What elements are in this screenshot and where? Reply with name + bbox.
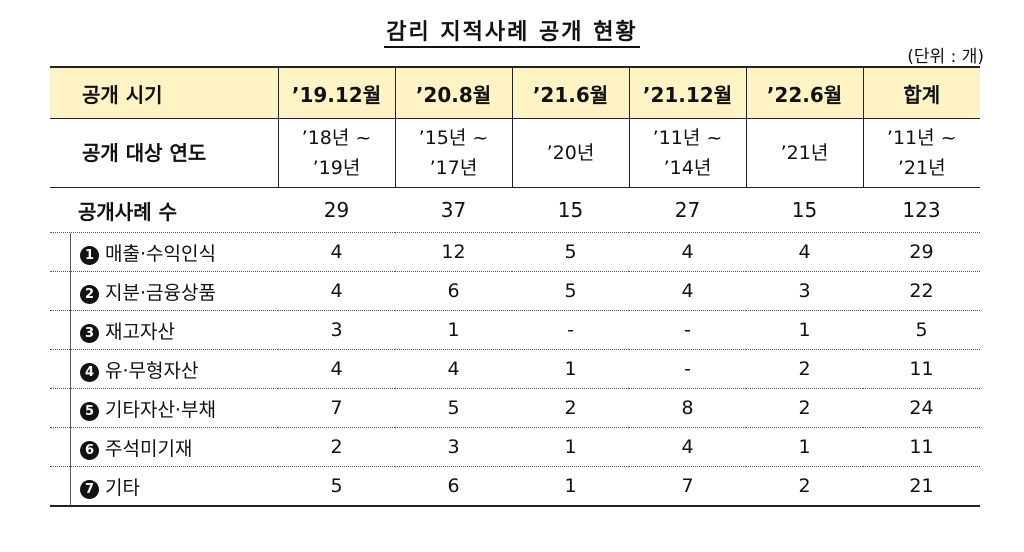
category-text: 재고자산 — [105, 320, 175, 343]
value-cell: 1 — [512, 466, 629, 507]
count-cell: 27 — [629, 187, 746, 233]
numbered-circle-icon: 1 — [80, 245, 99, 265]
value-cell: 7 — [629, 466, 746, 507]
value-cell: 4 — [395, 349, 512, 389]
value-cell: 5 — [278, 466, 395, 507]
value-cell: 22 — [863, 271, 980, 311]
numbered-circle-icon: 7 — [80, 479, 99, 499]
count-cell: 123 — [863, 187, 980, 233]
value-cell: 2 — [746, 466, 863, 507]
count-row: 공개사례 수 29 37 15 27 15 123 — [50, 187, 980, 233]
count-cell: 15 — [746, 187, 863, 233]
count-cell: 37 — [395, 187, 512, 233]
value-cell: 1 — [746, 310, 863, 350]
disclosure-table: 공개 시기 ’19.12월 ’20.8월 ’21.6월 ’21.12월 ’22.… — [50, 66, 980, 507]
table-row: 5 기타자산·부채 7 5 2 8 2 24 — [50, 388, 980, 428]
category-label: 7 기타 — [50, 466, 278, 507]
value-cell: 4 — [629, 427, 746, 467]
value-cell: 2 — [746, 388, 863, 428]
table-row: 7 기타 5 6 1 7 2 21 — [50, 466, 980, 507]
value-cell: 3 — [278, 310, 395, 350]
value-cell: 1 — [512, 349, 629, 389]
category-label: 5 기타자산·부채 — [50, 388, 278, 428]
value-cell: 11 — [863, 349, 980, 389]
numbered-circle-icon: 5 — [80, 401, 99, 421]
year-cell: ’11년 ~ ’21년 — [862, 118, 980, 188]
value-cell: 21 — [863, 466, 980, 507]
year-cell: ’15년 ~ ’17년 — [394, 118, 512, 188]
category-text: 지분·금융상품 — [105, 281, 216, 304]
value-cell: 4 — [278, 349, 395, 389]
value-cell: 4 — [746, 232, 863, 272]
category-text: 주석미기재 — [105, 437, 193, 460]
value-cell: 5 — [863, 310, 980, 350]
header-col: ’20.8월 — [394, 66, 512, 119]
year-cell: ’20년 — [511, 118, 629, 188]
value-cell: 4 — [629, 232, 746, 272]
value-cell: 2 — [746, 349, 863, 389]
category-label: 4 유·무형자산 — [50, 349, 278, 389]
header-col: ’22.6월 — [745, 66, 863, 119]
header-col: ’21.6월 — [511, 66, 629, 119]
value-cell: 6 — [395, 271, 512, 311]
table-row: 2 지분·금융상품 4 6 5 4 3 22 — [50, 271, 980, 311]
value-cell: 1 — [395, 310, 512, 350]
value-cell: 3 — [395, 427, 512, 467]
category-label: 1 매출·수익인식 — [50, 232, 278, 272]
table-row: 1 매출·수익인식 4 12 5 4 4 29 — [50, 232, 980, 272]
value-cell: 6 — [395, 466, 512, 507]
target-years-label: 공개 대상 연도 — [50, 118, 278, 188]
table-row: 6 주석미기재 2 3 1 4 1 11 — [50, 427, 980, 467]
category-text: 매출·수익인식 — [105, 242, 216, 265]
year-cell: ’21년 — [745, 118, 863, 188]
value-cell: 24 — [863, 388, 980, 428]
value-cell: - — [629, 349, 746, 389]
value-cell: 2 — [512, 388, 629, 428]
numbered-circle-icon: 2 — [80, 284, 99, 304]
target-years-row: 공개 대상 연도 ’18년 ~ ’19년 ’15년 ~ ’17년 ’20년 ’11년… — [50, 118, 980, 188]
table-row: 4 유·무형자산 4 4 1-2 11 — [50, 349, 980, 389]
header-label: 공개 시기 — [50, 66, 278, 119]
value-cell: 5 — [512, 232, 629, 272]
value-cell: 4 — [278, 232, 395, 272]
value-cell: 3 — [746, 271, 863, 311]
header-row: 공개 시기 ’19.12월 ’20.8월 ’21.6월 ’21.12월 ’22.… — [50, 66, 980, 119]
unit-label: (단위 : 개) — [907, 47, 984, 67]
count-cell: 15 — [512, 187, 629, 233]
value-cell: - — [629, 310, 746, 350]
year-cell: ’11년 ~ ’14년 — [628, 118, 746, 188]
year-cell: ’18년 ~ ’19년 — [277, 118, 395, 188]
category-text: 기타 — [105, 476, 140, 499]
value-cell: 29 — [863, 232, 980, 272]
value-cell: 2 — [278, 427, 395, 467]
value-cell: - — [512, 310, 629, 350]
value-cell: 8 — [629, 388, 746, 428]
count-cell: 29 — [278, 187, 395, 233]
value-cell: 5 — [512, 271, 629, 311]
value-cell: 7 — [278, 388, 395, 428]
numbered-circle-icon: 4 — [80, 362, 99, 382]
category-text: 기타자산·부채 — [105, 398, 216, 421]
value-cell: 4 — [278, 271, 395, 311]
numbered-circle-icon: 3 — [80, 323, 99, 343]
value-cell: 1 — [512, 427, 629, 467]
header-col: ’19.12월 — [277, 66, 395, 119]
category-label: 6 주석미기재 — [50, 427, 278, 467]
count-label: 공개사례 수 — [50, 187, 278, 233]
category-text: 유·무형자산 — [105, 359, 199, 382]
value-cell: 4 — [629, 271, 746, 311]
table-row: 3 재고자산 3 1- -1 5 — [50, 310, 980, 350]
value-cell: 5 — [395, 388, 512, 428]
value-cell: 12 — [395, 232, 512, 272]
category-label: 3 재고자산 — [50, 310, 278, 350]
page-title: 감리 지적사례 공개 현황 — [0, 14, 1024, 48]
header-col: ’21.12월 — [628, 66, 746, 119]
category-label: 2 지분·금융상품 — [50, 271, 278, 311]
value-cell: 11 — [863, 427, 980, 467]
numbered-circle-icon: 6 — [80, 440, 99, 460]
value-cell: 1 — [746, 427, 863, 467]
header-col-total: 합계 — [862, 66, 980, 119]
